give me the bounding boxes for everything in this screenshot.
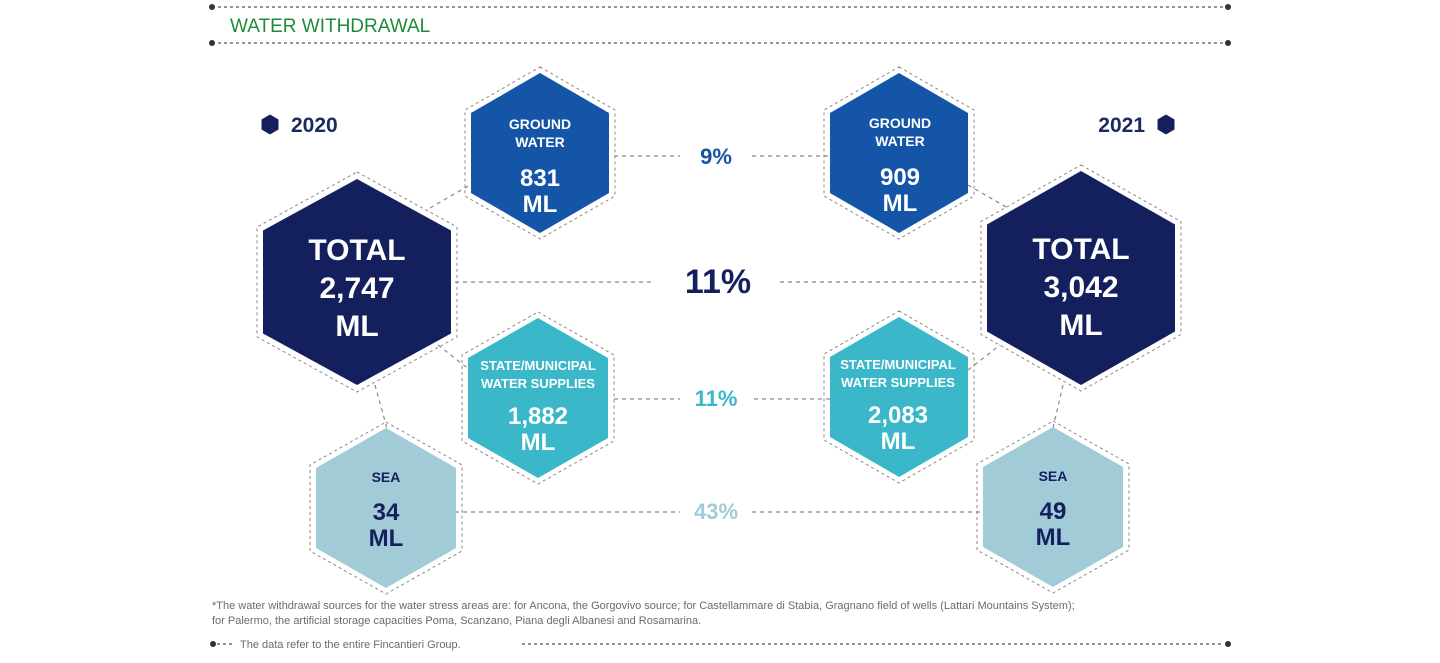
hex-municipal-2021: STATE/MUNICIPAL WATER SUPPLIES 2,083 ML — [823, 310, 975, 484]
hexagon-outline — [256, 171, 458, 393]
total-value: 2,747 — [319, 272, 394, 305]
hexagon-outline — [976, 420, 1130, 594]
sea-label: SEA — [1039, 468, 1068, 484]
divider-dot — [1225, 4, 1231, 10]
hex-ground-2020: GROUND WATER 831 ML — [464, 66, 616, 240]
connector-total-ground-2020 — [429, 184, 471, 209]
bottom-note-bar: The data refer to the entire Fincantieri… — [210, 639, 1231, 651]
year-hexagon-icon — [1157, 114, 1175, 135]
year-2020: 2020 — [261, 114, 338, 137]
footnote-line2: for Palermo, the artificial storage capa… — [212, 615, 701, 627]
ground-label-line1: GROUND — [509, 116, 571, 132]
change-sea-pct: 43% — [694, 499, 738, 524]
change-municipal-pct: 11% — [695, 386, 738, 411]
municipal-value: 2,083 — [868, 402, 928, 429]
connector-total-municipal-2021 — [967, 344, 1001, 371]
page-title: WATER WITHDRAWAL — [230, 16, 430, 37]
hexagon-outline — [309, 421, 463, 595]
total-unit: ML — [335, 310, 378, 343]
ground-label-line2: WATER — [875, 133, 925, 149]
divider-dot — [1225, 40, 1231, 46]
title-bar: WATER WITHDRAWAL — [209, 4, 1231, 46]
hexagon-shape — [471, 73, 609, 233]
ground-label-line2: WATER — [515, 134, 565, 150]
year-label-2021: 2021 — [1098, 114, 1145, 137]
year-hexagon-icon — [261, 114, 279, 135]
hexagon-outline — [464, 66, 616, 240]
hex-sea-2021: SEA 49 ML — [976, 420, 1130, 594]
change-ground-pct: 9% — [700, 144, 732, 169]
total-value: 3,042 — [1043, 271, 1118, 304]
hex-municipal-2020: STATE/MUNICIPAL WATER SUPPLIES 1,882 ML — [461, 311, 615, 485]
year-label-2020: 2020 — [291, 114, 338, 137]
hexagon-outline — [461, 311, 615, 485]
sea-value: 34 — [373, 499, 400, 526]
total-unit: ML — [1059, 309, 1102, 342]
ground-unit: ML — [523, 191, 558, 218]
connectors — [374, 155, 1064, 513]
municipal-value: 1,882 — [508, 403, 568, 430]
footnote-line1: *The water withdrawal sources for the wa… — [212, 600, 1075, 612]
connector-total-sea-2021 — [1051, 384, 1064, 433]
hexagon-outline — [823, 66, 975, 240]
ground-unit: ML — [883, 190, 918, 217]
hexagon-shape — [263, 179, 451, 385]
ground-value: 831 — [520, 165, 560, 192]
hexagon-shape — [830, 73, 968, 233]
total-label: TOTAL — [308, 234, 405, 267]
municipal-label-line1: STATE/MUNICIPAL — [840, 357, 956, 372]
hex-ground-2021: GROUND WATER 909 ML — [823, 66, 975, 240]
hexagon-outline — [980, 164, 1182, 392]
hexagon-shape — [830, 317, 968, 477]
divider-dot — [209, 4, 215, 10]
hexagon-shape — [983, 427, 1123, 587]
total-label: TOTAL — [1032, 233, 1129, 266]
hexagon-shape — [468, 318, 608, 478]
divider-dot — [1225, 641, 1231, 647]
hexagon-outline — [823, 310, 975, 484]
divider-dot — [210, 641, 216, 647]
change-total-pct: 11% — [685, 263, 751, 301]
hex-total-2021: TOTAL 3,042 ML — [980, 164, 1182, 392]
divider-dot — [209, 40, 215, 46]
sea-unit: ML — [1036, 524, 1071, 551]
sea-value: 49 — [1040, 498, 1067, 525]
municipal-label-line1: STATE/MUNICIPAL — [480, 358, 596, 373]
sea-label: SEA — [372, 469, 401, 485]
municipal-unit: ML — [881, 428, 916, 455]
connector-total-sea-2020 — [374, 384, 389, 433]
hex-total-2020: TOTAL 2,747 ML — [256, 171, 458, 393]
municipal-label-line2: WATER SUPPLIES — [841, 375, 955, 390]
hexagon-shape — [987, 171, 1175, 385]
municipal-label-line2: WATER SUPPLIES — [481, 376, 595, 391]
ground-label-line1: GROUND — [869, 115, 931, 131]
ground-value: 909 — [880, 164, 920, 191]
municipal-unit: ML — [521, 429, 556, 456]
hexagon-shape — [316, 428, 456, 588]
bottom-note: The data refer to the entire Fincantieri… — [240, 639, 461, 651]
hex-sea-2020: SEA 34 ML — [309, 421, 463, 595]
year-2021: 2021 — [1098, 114, 1175, 137]
connector-total-municipal-2020 — [437, 344, 471, 371]
sea-unit: ML — [369, 525, 404, 552]
